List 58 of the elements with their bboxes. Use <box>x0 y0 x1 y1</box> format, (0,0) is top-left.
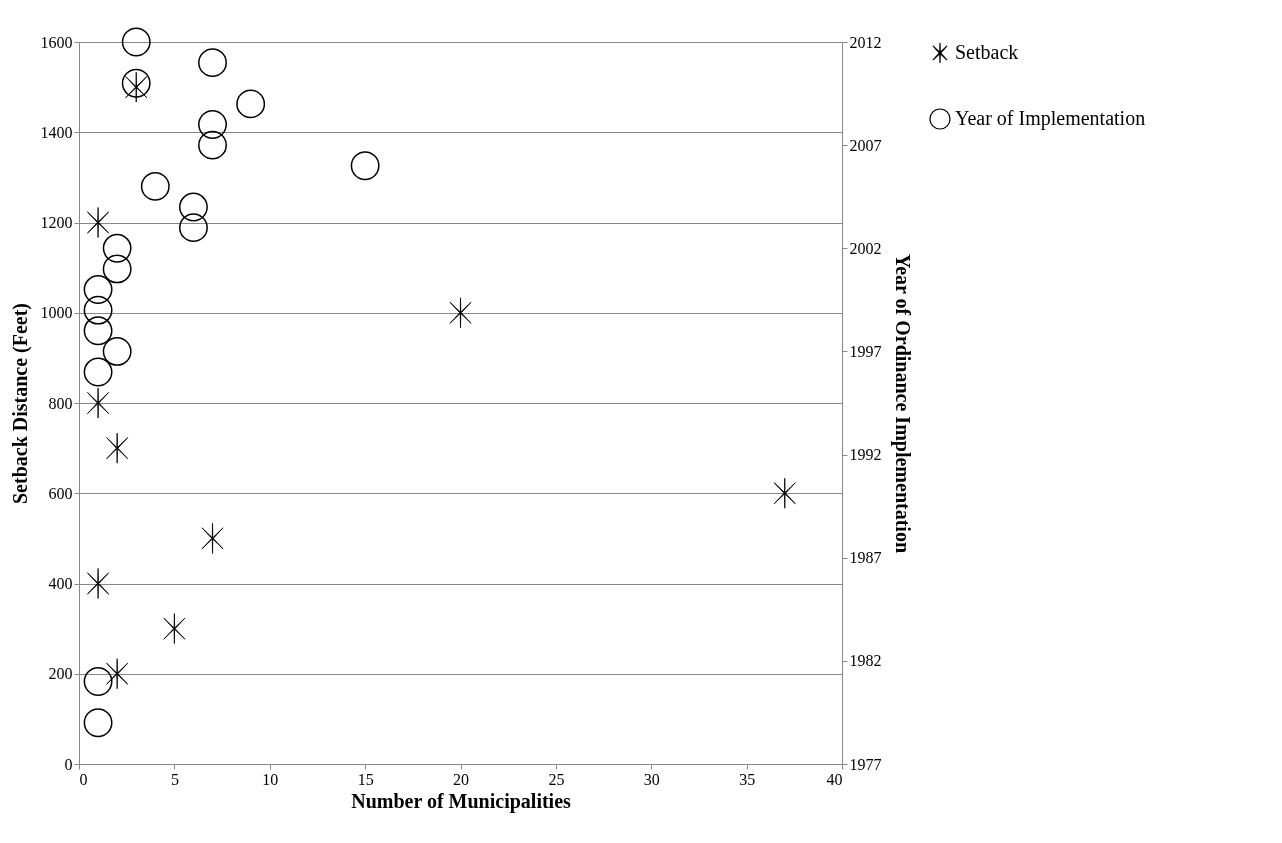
point <box>140 171 170 201</box>
point <box>121 27 151 57</box>
y-tick-label: 200 <box>48 665 73 683</box>
point <box>83 708 113 738</box>
y2-tick-label: 1997 <box>849 342 882 360</box>
y-tick-label: 1200 <box>40 214 73 231</box>
point <box>83 667 113 696</box>
legend-label: Setback <box>955 41 1019 63</box>
x-tick-label: 0 <box>79 770 88 788</box>
y-tick-label: 400 <box>48 575 73 592</box>
x-tick-label: 15 <box>357 770 374 788</box>
y2-tick-label: 2007 <box>849 136 882 154</box>
x-tick-label: 25 <box>548 770 565 788</box>
point <box>179 192 208 222</box>
y2-tick-label: 1987 <box>849 549 882 567</box>
point <box>87 207 110 238</box>
point <box>83 275 113 304</box>
y-axis-title: Setback Distance (Feet) <box>8 302 32 505</box>
point <box>201 522 224 554</box>
y-tick-label: 1000 <box>40 304 73 322</box>
y2-tick-label: 1992 <box>849 446 882 464</box>
y-tick-label: 0 <box>64 755 73 773</box>
y-tick-label: 800 <box>48 394 73 412</box>
point <box>198 48 227 78</box>
x-tick-label: 10 <box>262 770 279 788</box>
point <box>179 213 208 243</box>
point <box>350 151 380 181</box>
point <box>102 233 132 263</box>
point <box>198 110 227 139</box>
x-tick-label: 35 <box>739 770 756 788</box>
point <box>236 89 266 119</box>
point <box>449 297 472 329</box>
x-tick-label: 30 <box>643 770 660 788</box>
point <box>106 658 129 690</box>
point <box>773 477 796 509</box>
y2-tick-label: 2002 <box>849 239 882 257</box>
point <box>87 387 110 419</box>
x-tick-label: 40 <box>826 770 843 788</box>
point <box>83 295 113 325</box>
y2-tick-label: 1977 <box>849 755 882 773</box>
point <box>83 316 113 346</box>
point <box>106 432 129 464</box>
x-axis-title: Number of Municipalities <box>351 789 572 813</box>
point <box>163 613 186 645</box>
y-tick-label: 1600 <box>40 33 73 51</box>
y-tick-label: 1400 <box>40 123 73 141</box>
y2-axis-title: Year of Ordinance Implementation <box>890 253 914 554</box>
point <box>83 357 113 387</box>
y2-tick-label: 1982 <box>849 652 882 670</box>
point <box>87 568 110 599</box>
y2-tick-label: 2012 <box>849 33 882 51</box>
x-tick-label: 5 <box>170 770 179 788</box>
y-tick-label: 600 <box>48 484 73 502</box>
point <box>102 254 132 284</box>
point <box>102 337 132 366</box>
point <box>198 130 227 160</box>
x-tick-label: 20 <box>453 770 469 788</box>
legend-label: Year of Implementation <box>955 107 1146 130</box>
